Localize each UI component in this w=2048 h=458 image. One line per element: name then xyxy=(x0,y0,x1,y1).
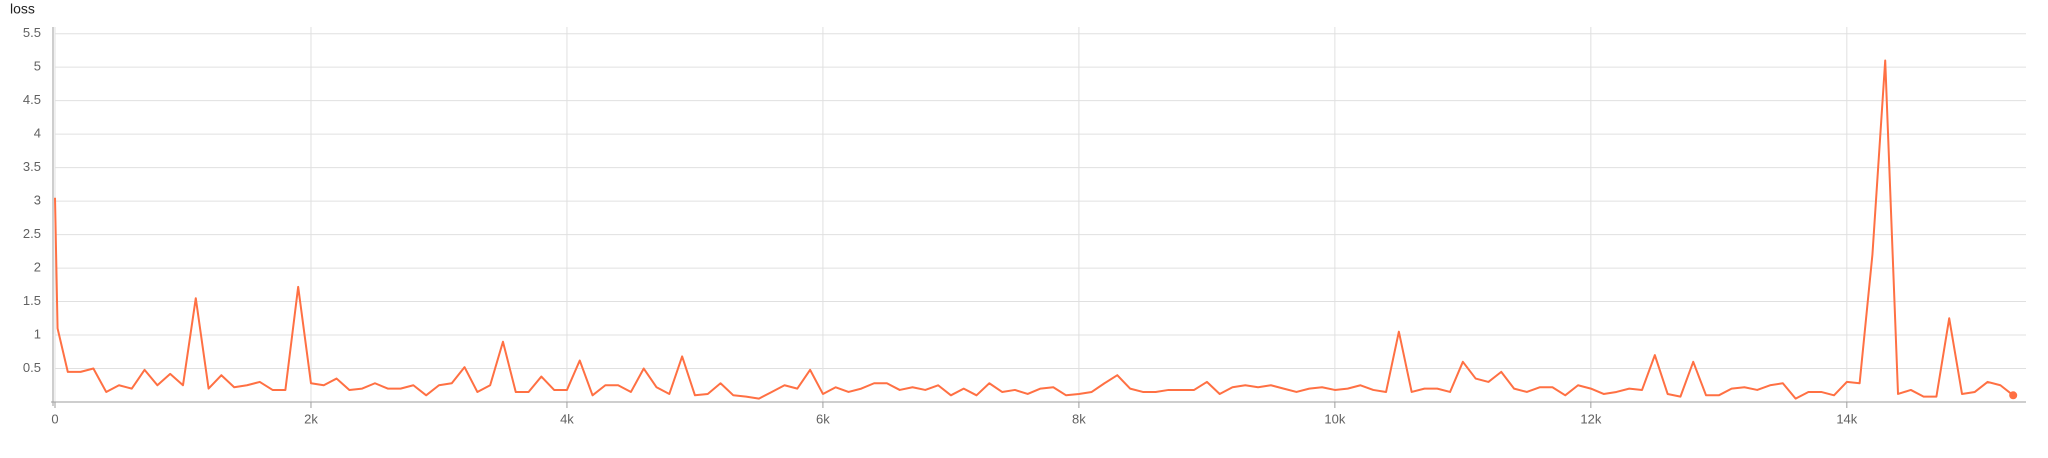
y-tick-label: 5 xyxy=(34,59,41,74)
y-tick-label: 5.5 xyxy=(23,25,41,40)
y-tick-label: 4.5 xyxy=(23,92,41,107)
y-tick-label: 3 xyxy=(34,193,41,208)
x-tick-label: 0 xyxy=(51,411,58,426)
x-tick-label: 6k xyxy=(816,411,830,426)
chart-title: loss xyxy=(10,1,35,17)
y-tick-label: 3.5 xyxy=(23,159,41,174)
x-tick-label: 4k xyxy=(560,411,574,426)
y-tick-label: 1 xyxy=(34,326,41,341)
x-tick-label: 12k xyxy=(1580,411,1601,426)
x-tick-label: 2k xyxy=(304,411,318,426)
y-tick-label: 4 xyxy=(34,126,41,141)
loss-line xyxy=(54,59,2014,400)
x-tick-label: 14k xyxy=(1836,411,1857,426)
x-tick-label: 8k xyxy=(1072,411,1086,426)
y-tick-label: 1.5 xyxy=(23,293,41,308)
y-tick-label: 2 xyxy=(34,260,41,275)
last-point xyxy=(2009,391,2018,400)
y-tick-label: 0.5 xyxy=(23,360,41,375)
x-tick-label: 10k xyxy=(1324,411,1345,426)
y-tick-label: 2.5 xyxy=(23,226,41,241)
